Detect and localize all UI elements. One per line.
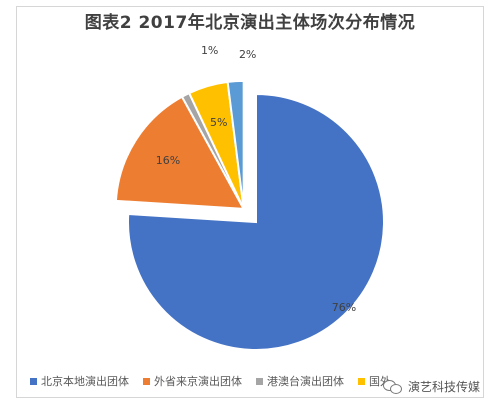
pie-slice-1 bbox=[114, 95, 246, 210]
legend-item-hk-macau-taiwan: 港澳台演出团体 bbox=[256, 373, 344, 389]
pie-label-1: 16% bbox=[156, 154, 180, 167]
pie-slice-0 bbox=[127, 92, 385, 351]
legend-label-other-provinces: 外省来京演出团体 bbox=[154, 375, 242, 388]
legend-item-other-provinces: 外省来京演出团体 bbox=[143, 373, 242, 389]
legend-item-local: 北京本地演出团体 bbox=[30, 373, 129, 389]
watermark-text: 演艺科技传媒 bbox=[407, 380, 480, 394]
pie-label-0: 76% bbox=[332, 301, 356, 314]
pie-label-3: 5% bbox=[210, 116, 227, 129]
legend-swatch-other-provinces bbox=[143, 377, 150, 385]
legend-swatch-local bbox=[30, 377, 37, 385]
legend-label-hk-macau-taiwan: 港澳台演出团体 bbox=[267, 375, 344, 388]
legend-swatch-foreign bbox=[358, 377, 365, 385]
wechat-icon bbox=[382, 379, 403, 394]
legend-swatch-hk-macau-taiwan bbox=[256, 377, 263, 385]
chart-title: 图表2 2017年北京演出主体场次分布情况 bbox=[84, 13, 416, 33]
pie-label-2: 1% bbox=[201, 44, 218, 57]
pie-slice-4 bbox=[226, 79, 245, 210]
legend-label-local: 北京本地演出团体 bbox=[41, 375, 129, 388]
wechat-watermark: 演艺科技传媒 bbox=[382, 378, 480, 395]
chart-legend: 北京本地演出团体 外省来京演出团体 港澳台演出团体 国外 bbox=[30, 374, 391, 388]
pie-label-4: 2% bbox=[239, 48, 256, 61]
